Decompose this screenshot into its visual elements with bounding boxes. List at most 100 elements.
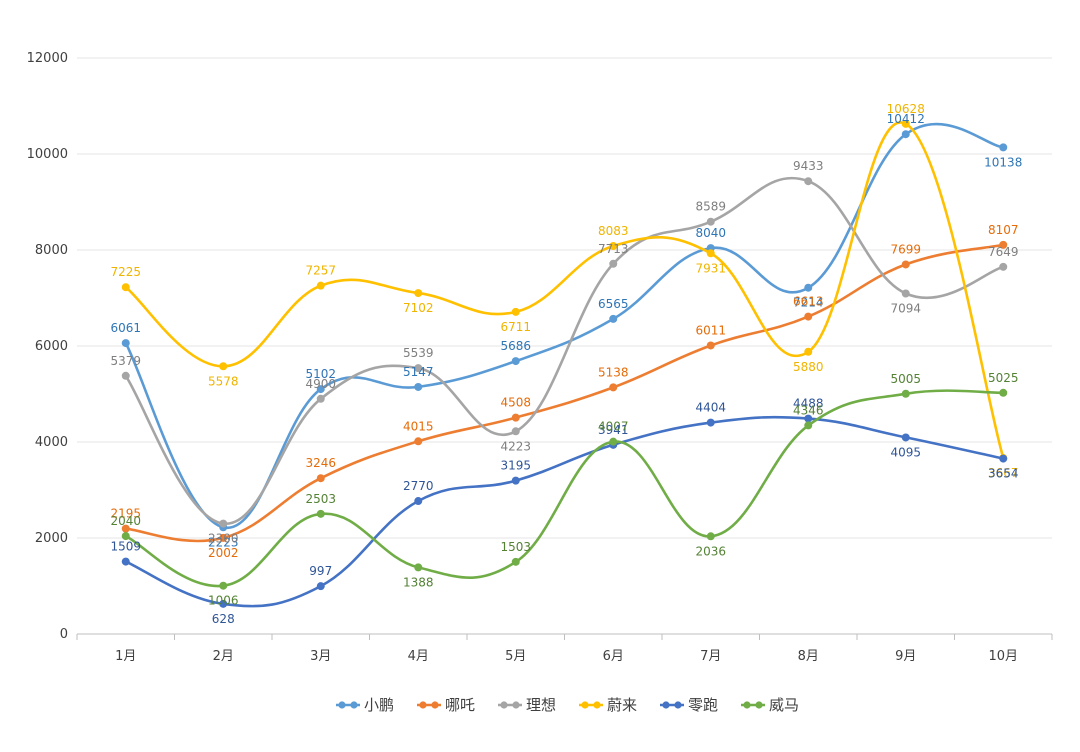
series-line-0 — [124, 122, 1004, 529]
legend-item: 小鹏 — [336, 696, 394, 714]
data-label: 7649 — [988, 245, 1019, 259]
x-tick-label: 1月 — [115, 649, 136, 664]
legend-marker — [431, 701, 439, 709]
legend-marker — [593, 701, 601, 709]
data-label: 4095 — [890, 445, 921, 459]
x-tick-label: 4月 — [408, 649, 429, 664]
data-point — [121, 532, 130, 541]
data-labels: 6061 2223 5102 5147 5686 6565 8040 7214 10412 101… — [110, 102, 1022, 626]
data-label: 1006 — [208, 594, 239, 608]
x-tick-label: 8月 — [798, 649, 819, 664]
y-tick-label: 0 — [60, 627, 68, 642]
data-label: 7257 — [305, 264, 336, 278]
data-point — [316, 509, 325, 518]
series-line-4 — [125, 415, 1004, 608]
data-point — [121, 339, 130, 348]
data-label: 3941 — [598, 423, 629, 437]
legend-marker — [350, 701, 358, 709]
data-point — [706, 217, 715, 226]
series-lines — [121, 119, 1008, 608]
data-label: 5880 — [793, 360, 824, 374]
y-tick-label: 2000 — [35, 531, 68, 546]
y-tick-label: 8000 — [35, 243, 68, 258]
legend-item: 零跑 — [660, 696, 718, 714]
legend-label: 威马 — [769, 696, 799, 714]
data-point — [316, 582, 325, 591]
data-label: 4404 — [695, 401, 726, 415]
data-point — [804, 347, 813, 356]
data-point — [706, 418, 715, 427]
data-point — [121, 524, 130, 533]
data-label: 7713 — [598, 242, 629, 256]
data-point — [511, 357, 520, 366]
data-point — [999, 240, 1008, 249]
y-tick-label: 6000 — [35, 339, 68, 354]
x-tick-label: 2月 — [213, 649, 234, 664]
data-point — [511, 557, 520, 566]
legend-marker — [581, 701, 589, 709]
data-point — [706, 532, 715, 541]
data-point — [609, 242, 618, 251]
data-point — [121, 371, 130, 380]
x-tick-label: 7月 — [700, 649, 721, 664]
data-label: 5539 — [403, 346, 434, 360]
data-label: 2002 — [208, 546, 239, 560]
data-point — [901, 289, 910, 298]
data-point — [706, 341, 715, 350]
y-axis: 0 2000 4000 6000 8000 10000 12000 — [27, 51, 68, 642]
legend: 小鹏 哪吒 理想 蔚来 零跑 威马 — [336, 696, 799, 714]
data-point — [609, 314, 618, 323]
data-label: 7094 — [890, 301, 921, 315]
legend-item: 威马 — [741, 696, 799, 714]
data-point — [511, 427, 520, 436]
data-point — [121, 557, 130, 566]
data-label: 6011 — [695, 323, 726, 337]
data-point — [999, 454, 1008, 463]
data-point — [804, 421, 813, 430]
data-point — [414, 563, 423, 572]
data-label: 5138 — [598, 365, 629, 379]
legend-marker — [743, 701, 751, 709]
data-point — [414, 437, 423, 446]
data-label: 1503 — [500, 540, 531, 554]
series-line-1 — [125, 243, 1004, 543]
data-label: 2503 — [305, 492, 336, 506]
data-point — [219, 519, 228, 528]
data-label: 6061 — [110, 321, 141, 335]
data-label: 7214 — [793, 296, 824, 310]
data-label: 10412 — [887, 112, 925, 126]
data-point — [999, 143, 1008, 152]
legend-marker — [500, 701, 508, 709]
data-label: 4007 — [598, 420, 629, 434]
data-point — [609, 259, 618, 268]
data-label: 5379 — [110, 354, 141, 368]
data-point — [316, 385, 325, 394]
data-label: 7699 — [890, 242, 921, 256]
gridlines — [77, 57, 1052, 539]
data-point — [804, 414, 813, 423]
data-point — [316, 394, 325, 403]
legend-item: 理想 — [498, 696, 556, 714]
data-point — [804, 177, 813, 186]
data-label: 2223 — [208, 535, 239, 549]
series-line-5 — [125, 389, 1004, 588]
data-point — [316, 474, 325, 483]
legend-item: 哪吒 — [417, 696, 475, 714]
data-label: 3654 — [988, 467, 1019, 481]
legend-marker — [662, 701, 670, 709]
data-label: 5025 — [988, 371, 1019, 385]
data-point — [219, 599, 228, 608]
data-point — [414, 289, 423, 298]
data-label: 7931 — [695, 261, 726, 275]
data-point — [219, 362, 228, 371]
data-label: 3246 — [305, 456, 336, 470]
data-label: 5147 — [403, 365, 434, 379]
legend-label: 蔚来 — [607, 696, 637, 714]
data-point — [121, 283, 130, 292]
data-label: 8083 — [598, 224, 629, 238]
legend-label: 零跑 — [688, 696, 718, 714]
data-label: 1388 — [403, 575, 434, 589]
x-tick-label: 10月 — [988, 649, 1018, 664]
data-point — [999, 262, 1008, 271]
data-point — [414, 364, 423, 373]
